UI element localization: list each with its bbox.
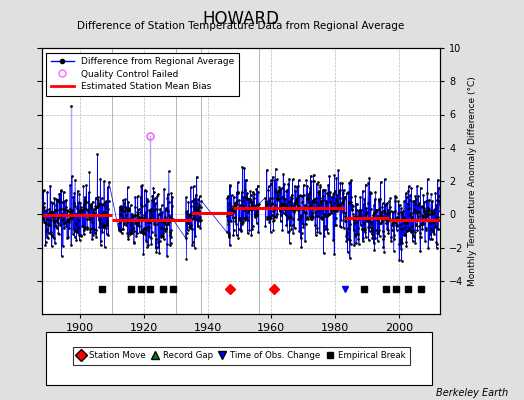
Bar [46,332,432,385]
Y-axis label: Monthly Temperature Anomaly Difference (°C): Monthly Temperature Anomaly Difference (… [468,76,477,286]
Legend: Difference from Regional Average, Quality Control Failed, Estimated Station Mean: Difference from Regional Average, Qualit… [47,52,238,96]
Text: Berkeley Earth: Berkeley Earth [436,388,508,398]
Text: Difference of Station Temperature Data from Regional Average: Difference of Station Temperature Data f… [78,21,405,31]
Legend: Station Move, Record Gap, Time of Obs. Change, Empirical Break: Station Move, Record Gap, Time of Obs. C… [72,347,410,365]
Text: HOWARD: HOWARD [203,10,279,28]
